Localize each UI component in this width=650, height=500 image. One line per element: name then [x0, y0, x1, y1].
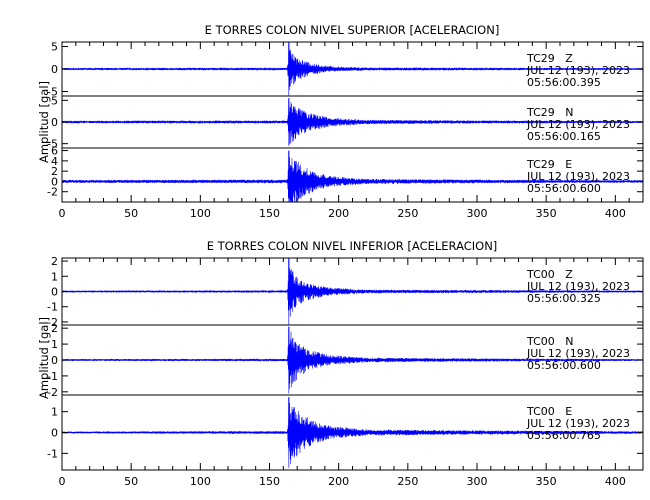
lower-xtick-label: 250: [397, 475, 418, 488]
lower-tc00-z-ytick-label: 2: [51, 255, 58, 268]
lower-xtick-label: 200: [328, 475, 349, 488]
lower-chart-title: E TORRES COLON NIVEL INFERIOR [ACELERACI…: [207, 239, 498, 253]
upper-xtick-label: 250: [397, 207, 418, 220]
upper-tc29-n-time: 05:56:00.165: [527, 130, 601, 143]
upper-tc29-e-waveform: [61, 150, 644, 203]
upper-tc29-e-ytick-label: 2: [51, 165, 58, 178]
lower-tc00-n-ytick-label: 0: [51, 354, 58, 367]
lower-xtick-label: 300: [467, 475, 488, 488]
lower-tc00-n-ytick-label: 2: [51, 322, 58, 335]
upper-tc29-n-waveform: [61, 98, 644, 146]
lower-tc00-z-ytick-label: 0: [51, 286, 58, 299]
lower-tc00-z-date: JUL 12 (193), 2023: [526, 280, 630, 293]
lower-tc00-z-waveform: [61, 257, 644, 326]
upper-xtick-label: 300: [467, 207, 488, 220]
upper-tc29-z-label: TC29 Z: [526, 52, 573, 65]
lower-tc00-e-date: JUL 12 (193), 2023: [526, 417, 630, 430]
upper-tc29-z-waveform: [61, 41, 644, 97]
upper-tc29-n-label: TC29 N: [526, 106, 573, 119]
lower-tc00-e-ytick-label: 1: [51, 406, 58, 419]
lower-tc00-z-ytick-label: 1: [51, 270, 58, 283]
upper-tc29-z-ytick-label: 0: [51, 63, 58, 76]
upper-tc29-e-date: JUL 12 (193), 2023: [526, 170, 630, 183]
lower-tc00-z-time: 05:56:00.325: [527, 292, 601, 305]
lower-tc00-z-ytick-label: -1: [47, 301, 58, 314]
upper-tc29-z-ytick-label: -5: [47, 86, 58, 99]
upper-xtick-label: 100: [190, 207, 211, 220]
lower-tc00-n-waveform: [61, 326, 644, 394]
upper-tc29-z-date: JUL 12 (193), 2023: [526, 64, 630, 77]
upper-tc29-z-ytick-label: 5: [51, 41, 58, 54]
upper-xtick-label: 50: [124, 207, 138, 220]
upper-tc29-n-ytick-label: 0: [51, 116, 58, 129]
lower-tc00-e-ytick-label: -1: [47, 447, 58, 460]
upper-tc29-e-ytick-label: 6: [51, 145, 58, 158]
lower-tc00-n-ytick-label: 1: [51, 338, 58, 351]
lower-tc00-n-label: TC00 N: [526, 335, 573, 348]
upper-xtick-label: 400: [605, 207, 626, 220]
upper-xtick-label: 200: [328, 207, 349, 220]
upper-xtick-label: 350: [536, 207, 557, 220]
lower-tc00-e-label: TC00 E: [526, 405, 572, 418]
lower-tc00-n-date: JUL 12 (193), 2023: [526, 347, 630, 360]
upper-chart-title: E TORRES COLON NIVEL SUPERIOR [ACELERACI…: [205, 23, 500, 37]
upper-tc29-e-ytick-label: 0: [51, 175, 58, 188]
lower-tc00-e-waveform: [61, 397, 644, 468]
lower-tc00-z-label: TC00 Z: [526, 268, 573, 281]
upper-tc29-n-ytick-label: -5: [47, 138, 58, 151]
lower-tc00-n-ytick-label: -1: [47, 370, 58, 383]
upper-tc29-n-date: JUL 12 (193), 2023: [526, 118, 630, 131]
upper-xtick-label: 0: [59, 207, 66, 220]
upper-chart-ylabel: Amplitud [gal]: [37, 81, 51, 163]
lower-tc00-n-time: 05:56:00.600: [527, 359, 601, 372]
lower-xtick-label: 350: [536, 475, 557, 488]
upper-tc29-e-time: 05:56:00.600: [527, 182, 601, 195]
upper-tc29-e-ytick-label: -2: [47, 186, 58, 199]
lower-xtick-label: 100: [190, 475, 211, 488]
lower-tc00-e-ytick-label: 0: [51, 427, 58, 440]
lower-tc00-e-time: 05:56:00.765: [527, 429, 601, 442]
lower-tc00-z-ytick-label: -2: [47, 316, 58, 329]
lower-xtick-label: 400: [605, 475, 626, 488]
lower-xtick-label: 50: [124, 475, 138, 488]
lower-chart-ylabel: Amplitud [gal]: [37, 317, 51, 399]
upper-tc29-e-label: TC29 E: [526, 158, 572, 171]
lower-xtick-label: 150: [259, 475, 280, 488]
lower-tc00-n-ytick-label: -2: [47, 386, 58, 399]
upper-tc29-n-ytick-label: 5: [51, 94, 58, 107]
lower-xtick-label: 0: [59, 475, 66, 488]
upper-tc29-z-time: 05:56:00.395: [527, 76, 601, 89]
upper-xtick-label: 150: [259, 207, 280, 220]
upper-tc29-e-ytick-label: 4: [51, 155, 58, 168]
